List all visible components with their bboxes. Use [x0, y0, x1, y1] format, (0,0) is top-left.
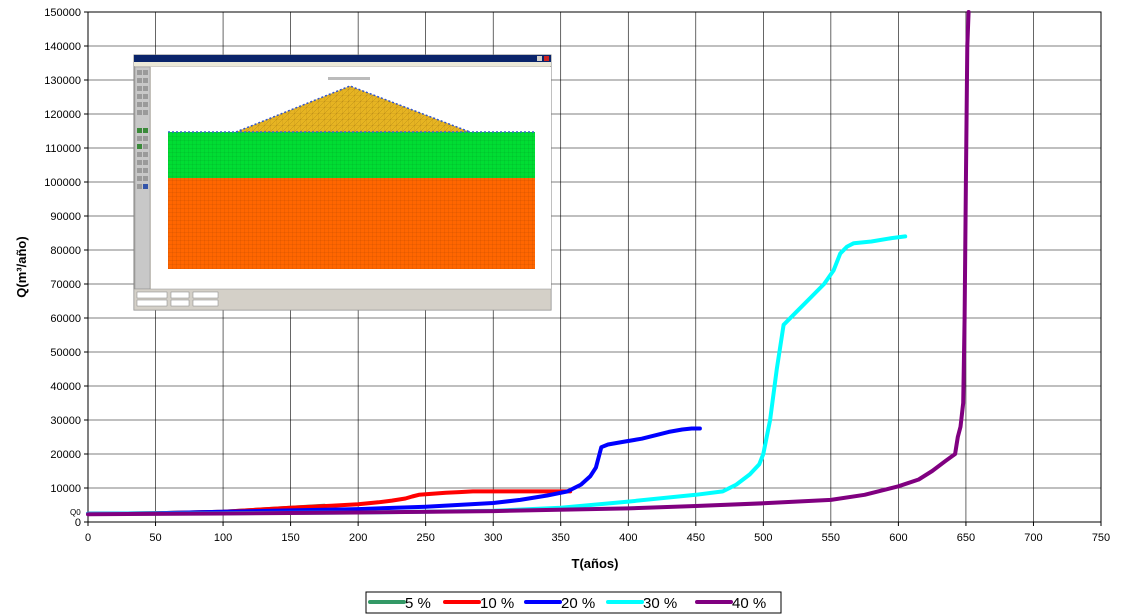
y-tick-label: 30000 — [50, 415, 81, 427]
inset-canvas-caption — [328, 77, 370, 80]
inset-close-icon — [544, 56, 549, 61]
inset-screenshot — [133, 54, 552, 311]
legend-label: 20 % — [561, 595, 595, 612]
x-tick-label: 150 — [281, 532, 299, 544]
y-tick-label: 10000 — [50, 483, 81, 495]
y-tick-label: 110000 — [45, 143, 81, 155]
x-tick-label: 50 — [149, 532, 161, 544]
legend-items: 5 % 10 % 20 % 30 % 40 % — [368, 595, 766, 612]
series-lines — [86, 10, 971, 517]
series-line — [86, 234, 908, 516]
legend: 5 % 10 % 20 % 30 % 40 % — [365, 591, 782, 614]
x-tick-label: 750 — [1092, 532, 1110, 544]
x-tick-label: 0 — [85, 532, 91, 544]
legend-box — [365, 591, 782, 614]
inset-dam-outline — [235, 85, 471, 133]
inset-menubar — [134, 62, 551, 66]
x-tick-label: 300 — [484, 532, 502, 544]
series-line — [86, 489, 573, 516]
y-tick-label: 50000 — [50, 347, 81, 359]
x-tick-label: 100 — [214, 532, 232, 544]
x-tick-label: 500 — [754, 532, 772, 544]
inset-statusbar — [133, 288, 552, 311]
x-tick-label: 350 — [552, 532, 570, 544]
series-line — [86, 426, 702, 516]
y-tick-label: 140000 — [44, 41, 81, 53]
x-axis-title: T(años) — [572, 556, 619, 571]
y-tick-label: 100000 — [44, 177, 81, 189]
y-tick-label: 70000 — [50, 279, 81, 291]
inset-minimize-icon — [537, 56, 542, 61]
inset-tool-icons — [137, 70, 148, 189]
y-tick-label: 0 — [75, 517, 81, 529]
legend-label: 5 % — [405, 595, 431, 612]
y-tick-label: 80000 — [50, 245, 81, 257]
inset-status-fields — [136, 291, 219, 307]
x-tick-labels: 0 50 100 150 200 250 300 350 400 450 500 550 600 650 7… — [85, 522, 1110, 544]
x-tick-label: 250 — [416, 532, 434, 544]
legend-label: 10 % — [480, 595, 514, 612]
y-tick-label: 150000 — [44, 7, 81, 19]
inset-titlebar — [134, 55, 551, 62]
y-tick-label: 130000 — [44, 75, 81, 87]
legend-label: 30 % — [643, 595, 677, 612]
y-tick-label: 40000 — [50, 381, 81, 393]
x-tick-label: 650 — [957, 532, 975, 544]
y-tick-label: 90000 — [50, 211, 81, 223]
y-tick-label: 60000 — [50, 313, 81, 325]
y-tick-labels: 0 10000 20000 30000 40000 50000 60000 70000 8000… — [44, 7, 88, 529]
x-tick-label: 600 — [889, 532, 907, 544]
x-tick-label: 400 — [619, 532, 637, 544]
y-axis-title: Q(m³/año) — [14, 236, 29, 297]
x-tick-label: 450 — [687, 532, 705, 544]
y-tick-label: 120000 — [44, 109, 81, 121]
x-tick-label: 200 — [349, 532, 367, 544]
legend-label: 40 % — [732, 595, 766, 612]
y-tick-label: 20000 — [50, 449, 81, 461]
series-line — [86, 10, 971, 517]
x-tick-label: 700 — [1024, 532, 1042, 544]
q0-annotation: Q0 — [70, 508, 81, 517]
plot-frame — [87, 11, 1102, 523]
x-tick-label: 550 — [822, 532, 840, 544]
